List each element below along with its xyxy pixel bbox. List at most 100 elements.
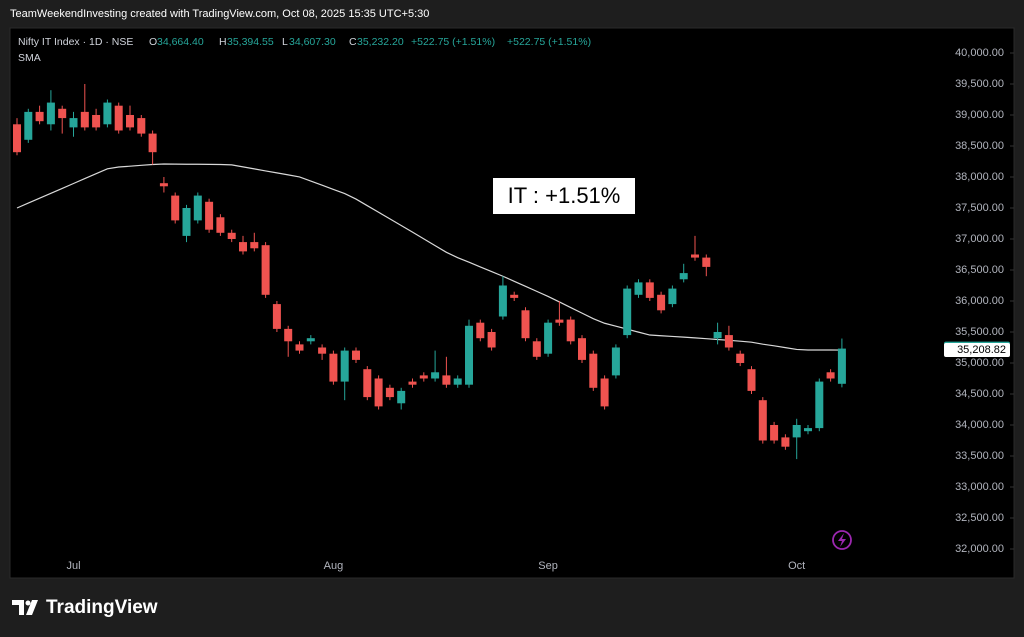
c-value: 35,232.20 — [357, 36, 404, 48]
candle-body — [781, 437, 790, 447]
candle-body — [261, 245, 270, 295]
y-tick-label: 33,000.00 — [955, 481, 1004, 493]
candle-body — [137, 118, 146, 134]
x-tick-label: Oct — [788, 560, 805, 572]
candle-body — [216, 217, 225, 233]
candle-body — [476, 322, 485, 339]
candle-body — [159, 183, 168, 187]
candle-body — [58, 108, 67, 119]
candle-body — [589, 353, 598, 388]
candle-body — [498, 285, 507, 317]
h-prefix: H — [219, 36, 227, 48]
ohlc-header: O 34,664.40 H 35,394.55 L 34,607.30 C 35… — [149, 36, 591, 48]
alert-bolt — [838, 533, 846, 547]
candle-body — [171, 195, 180, 221]
candle-body — [442, 375, 451, 385]
candle-body — [837, 348, 846, 384]
plot: 32,000.00 32,500.00 33,000.00 33,500.00 34,0… — [13, 47, 1014, 572]
candle-body — [374, 378, 383, 407]
candle-body — [182, 207, 191, 236]
candle-body — [736, 353, 745, 363]
y-tick-label: 32,000.00 — [955, 543, 1004, 555]
y-tick-label: 39,000.00 — [955, 109, 1004, 121]
y-tick-label: 35,000.00 — [955, 357, 1004, 369]
candle-body — [340, 350, 349, 382]
candle-body — [295, 344, 304, 351]
candle-body — [35, 111, 44, 122]
x-tick-label: Sep — [538, 560, 558, 572]
candle-body — [634, 282, 643, 295]
candle-body — [691, 254, 699, 258]
candle-body — [69, 118, 78, 128]
o-value: 34,664.40 — [157, 36, 204, 48]
candle-body — [227, 232, 236, 239]
candle-body — [193, 195, 202, 221]
candle-body — [555, 319, 564, 323]
candle-body — [645, 282, 654, 298]
candle-body — [724, 335, 733, 348]
candle-body — [363, 369, 372, 398]
change-repeat: +522.75 (+1.51%) — [507, 36, 591, 48]
y-tick-label: 34,000.00 — [955, 419, 1004, 431]
candle-body — [702, 257, 711, 267]
chart-area — [9, 27, 1015, 579]
x-tick-label: Jul — [66, 560, 80, 572]
candle-body — [329, 353, 338, 382]
candle-body — [487, 331, 496, 348]
watermark: TradingView — [46, 597, 158, 618]
candle-body — [668, 288, 677, 305]
candle-body — [826, 372, 835, 379]
candle-body — [544, 322, 553, 354]
logo-dot — [25, 600, 31, 606]
y-tick-label: 38,500.00 — [955, 140, 1004, 152]
y-tick-label: 32,500.00 — [955, 512, 1004, 524]
candle-body — [92, 114, 101, 128]
y-tick-label: 33,500.00 — [955, 450, 1004, 462]
candle-body — [385, 387, 394, 398]
price-tag-label: 35,208.82 — [957, 344, 1006, 356]
candle-body — [250, 242, 259, 249]
logo: TradingView — [12, 597, 158, 618]
c-prefix: C — [349, 36, 357, 48]
candle-body — [510, 294, 519, 298]
y-tick-label: 39,500.00 — [955, 78, 1004, 90]
sma-legend: SMA — [18, 52, 41, 64]
annotation: IT : +1.51% — [508, 183, 621, 208]
x-tick-label: Aug — [324, 560, 344, 572]
candle-body — [24, 111, 33, 140]
candle-body — [397, 390, 406, 404]
sma-line — [16, 163, 842, 351]
candle-body — [770, 424, 779, 441]
candle-body — [600, 378, 609, 407]
y-tick-label: 40,000.00 — [955, 47, 1004, 59]
candle-body — [114, 105, 123, 131]
l-value: 34,607.30 — [289, 36, 336, 48]
candle-body — [272, 304, 281, 329]
annotation-box — [493, 178, 635, 214]
l-prefix: L — [282, 36, 288, 48]
y-tick-label: 34,500.00 — [955, 388, 1004, 400]
candle-body — [521, 310, 530, 339]
candle-body — [713, 331, 722, 339]
candle-body — [815, 381, 824, 429]
candle-body — [679, 273, 688, 280]
y-tick-label: 37,500.00 — [955, 202, 1004, 214]
candle-body — [80, 111, 89, 128]
candle-body — [13, 124, 21, 153]
candle-body — [408, 381, 417, 385]
alert-icon[interactable] — [832, 530, 852, 550]
candle-body — [318, 347, 327, 354]
candle-body — [611, 347, 620, 376]
candle-body — [205, 201, 214, 230]
candle-body — [306, 338, 315, 342]
y-tick-label: 35,500.00 — [955, 326, 1004, 338]
y-tick-label: 36,000.00 — [955, 295, 1004, 307]
logo-mark — [12, 600, 38, 615]
candle-body — [747, 369, 756, 391]
candle-body — [419, 375, 428, 379]
candle-body — [804, 428, 812, 432]
h-value: 35,394.55 — [227, 36, 274, 48]
candle-body — [758, 400, 767, 441]
candle-body — [431, 372, 440, 379]
